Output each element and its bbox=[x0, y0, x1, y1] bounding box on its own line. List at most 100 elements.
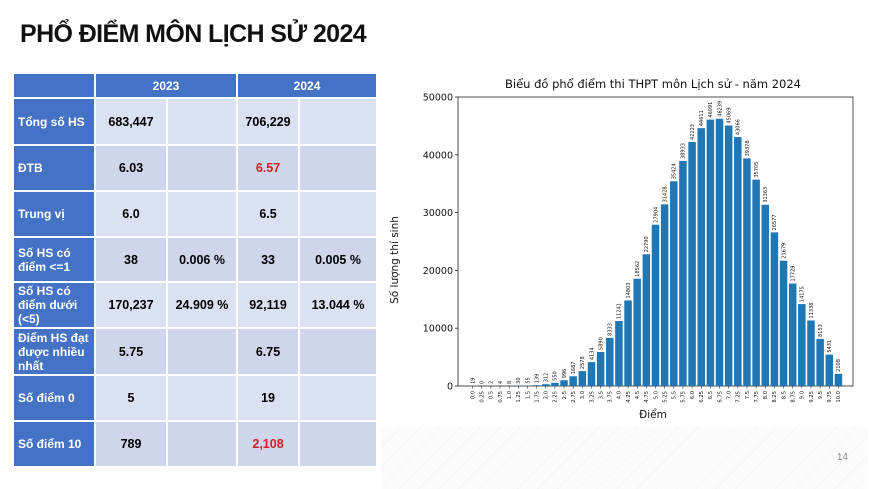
percent-2024: 13.044 % bbox=[298, 281, 379, 329]
value-2023: 5 bbox=[94, 374, 168, 422]
bar bbox=[816, 338, 824, 386]
value-2024: 92,119 bbox=[236, 281, 301, 329]
bar-value-label: 8153 bbox=[818, 324, 824, 337]
percent-2023: 24.909 % bbox=[165, 281, 239, 329]
table-row: Số điểm 10 789 2,108 bbox=[12, 420, 379, 468]
table-row: ĐTB 6.03 6.57 bbox=[12, 144, 379, 192]
x-tick-label: 4.75 bbox=[644, 391, 650, 403]
x-tick-label: 4.25 bbox=[626, 391, 632, 403]
bar-value-label: 30 bbox=[516, 377, 522, 383]
bar bbox=[770, 232, 779, 386]
value-2024: 6.5 bbox=[236, 190, 301, 238]
x-tick-label: 10.0 bbox=[836, 391, 842, 403]
percent-2023: 0.006 % bbox=[165, 236, 239, 283]
value-2024: 33 bbox=[236, 236, 301, 283]
percent-2024 bbox=[298, 374, 379, 422]
bar-value-label: 5431 bbox=[827, 340, 833, 353]
bar bbox=[569, 376, 577, 386]
bar-value-label: 4134 bbox=[589, 347, 595, 360]
bar bbox=[670, 181, 678, 386]
bar-value-label: 45069 bbox=[726, 108, 732, 124]
bar-value-label: 5890 bbox=[598, 337, 604, 350]
x-tick-label: 4.5 bbox=[635, 391, 641, 399]
bar bbox=[706, 119, 715, 386]
bar bbox=[615, 321, 623, 386]
x-tick-label: 2.75 bbox=[571, 391, 577, 403]
x-tick-label: 2.25 bbox=[553, 391, 559, 403]
bar bbox=[587, 362, 596, 386]
bar-value-label: 21679 bbox=[781, 243, 787, 259]
bar bbox=[596, 351, 605, 386]
x-tick-label: 9.25 bbox=[809, 391, 815, 403]
x-tick-label: 5.75 bbox=[681, 391, 687, 403]
value-2023: 38 bbox=[94, 236, 168, 283]
y-tick-label: 40000 bbox=[423, 150, 453, 161]
x-tick-label: 8.75 bbox=[790, 391, 796, 403]
header-corner bbox=[12, 72, 96, 99]
bar bbox=[834, 373, 843, 386]
row-label: Trung vị bbox=[12, 190, 96, 238]
y-axis-label: Số lượng thí sinh bbox=[389, 216, 401, 304]
percent-2023 bbox=[165, 97, 239, 146]
x-tick-label: 6.25 bbox=[699, 391, 705, 403]
bar bbox=[551, 382, 559, 386]
bar-value-label: 31363 bbox=[763, 187, 769, 203]
percent-2024 bbox=[298, 97, 379, 146]
bar-value-label: 43066 bbox=[736, 119, 742, 135]
x-tick-label: 2.0 bbox=[544, 391, 550, 399]
value-2024: 6.57 bbox=[236, 144, 301, 192]
bar-value-label: 996 bbox=[562, 369, 568, 379]
x-tick-label: 0.0 bbox=[470, 391, 476, 399]
bar bbox=[532, 385, 541, 386]
bar-value-label: 46091 bbox=[708, 102, 714, 118]
value-2023: 6.0 bbox=[94, 190, 168, 238]
bar bbox=[606, 337, 614, 386]
x-tick-label: 5.0 bbox=[653, 391, 659, 399]
bar-value-label: 38933 bbox=[681, 143, 687, 159]
x-tick-label: 8.25 bbox=[772, 391, 778, 403]
bar-value-label: 35424 bbox=[672, 163, 678, 179]
x-tick-label: 1.5 bbox=[525, 391, 531, 399]
x-tick-label: 6.5 bbox=[708, 391, 714, 399]
x-tick-label: 5.25 bbox=[662, 391, 668, 403]
value-2024: 19 bbox=[236, 374, 301, 422]
x-tick-label: 1.25 bbox=[516, 391, 522, 403]
bar bbox=[752, 179, 760, 386]
row-label: Điểm HS đạt được nhiều nhất bbox=[12, 327, 96, 376]
x-tick-label: 7.75 bbox=[754, 391, 760, 403]
x-tick-label: 5.5 bbox=[672, 391, 678, 399]
x-tick-label: 9.0 bbox=[800, 391, 806, 399]
value-2024: 706,229 bbox=[236, 97, 301, 146]
bar-value-label: 42223 bbox=[690, 124, 696, 140]
bar-value-label: 35705 bbox=[754, 162, 760, 178]
row-label: Tổng số HS bbox=[12, 97, 96, 146]
percent-2023 bbox=[165, 144, 239, 192]
row-label: Số điểm 0 bbox=[12, 374, 96, 422]
bar bbox=[560, 380, 568, 386]
bar-value-label: 8333 bbox=[608, 323, 614, 336]
x-tick-label: 8.5 bbox=[781, 391, 787, 399]
row-label: ĐTB bbox=[12, 144, 96, 192]
x-tick-label: 0.75 bbox=[498, 391, 504, 403]
x-tick-label: 2.5 bbox=[562, 391, 568, 399]
x-tick-label: 3.25 bbox=[589, 391, 595, 403]
x-tick-label: 7.5 bbox=[745, 391, 751, 399]
percent-2024 bbox=[298, 327, 379, 376]
bar-value-label: 4 bbox=[498, 381, 504, 384]
value-2023: 789 bbox=[94, 420, 168, 468]
bar bbox=[734, 137, 742, 386]
x-tick-label: 9.75 bbox=[827, 391, 833, 403]
value-2024: 2,108 bbox=[236, 420, 301, 468]
x-tick-label: 9.5 bbox=[818, 391, 824, 399]
plot-area: 0 10000 20000 30000 40000 50000 19 0.0 0 0.25 2 0.5… bbox=[423, 93, 854, 403]
bar-value-label: 19 bbox=[470, 378, 476, 384]
bar bbox=[651, 224, 660, 386]
x-tick-label: 8.0 bbox=[763, 391, 769, 399]
bar bbox=[642, 254, 651, 386]
percent-2023 bbox=[165, 420, 239, 468]
table-row: Số HS có điểm <=1 38 0.006 % 33 0.005 % bbox=[12, 236, 379, 283]
x-tick-label: 3.75 bbox=[608, 391, 614, 403]
bar-value-label: 11338 bbox=[809, 303, 815, 319]
percent-2023 bbox=[165, 190, 239, 238]
value-2023: 683,447 bbox=[94, 97, 168, 146]
